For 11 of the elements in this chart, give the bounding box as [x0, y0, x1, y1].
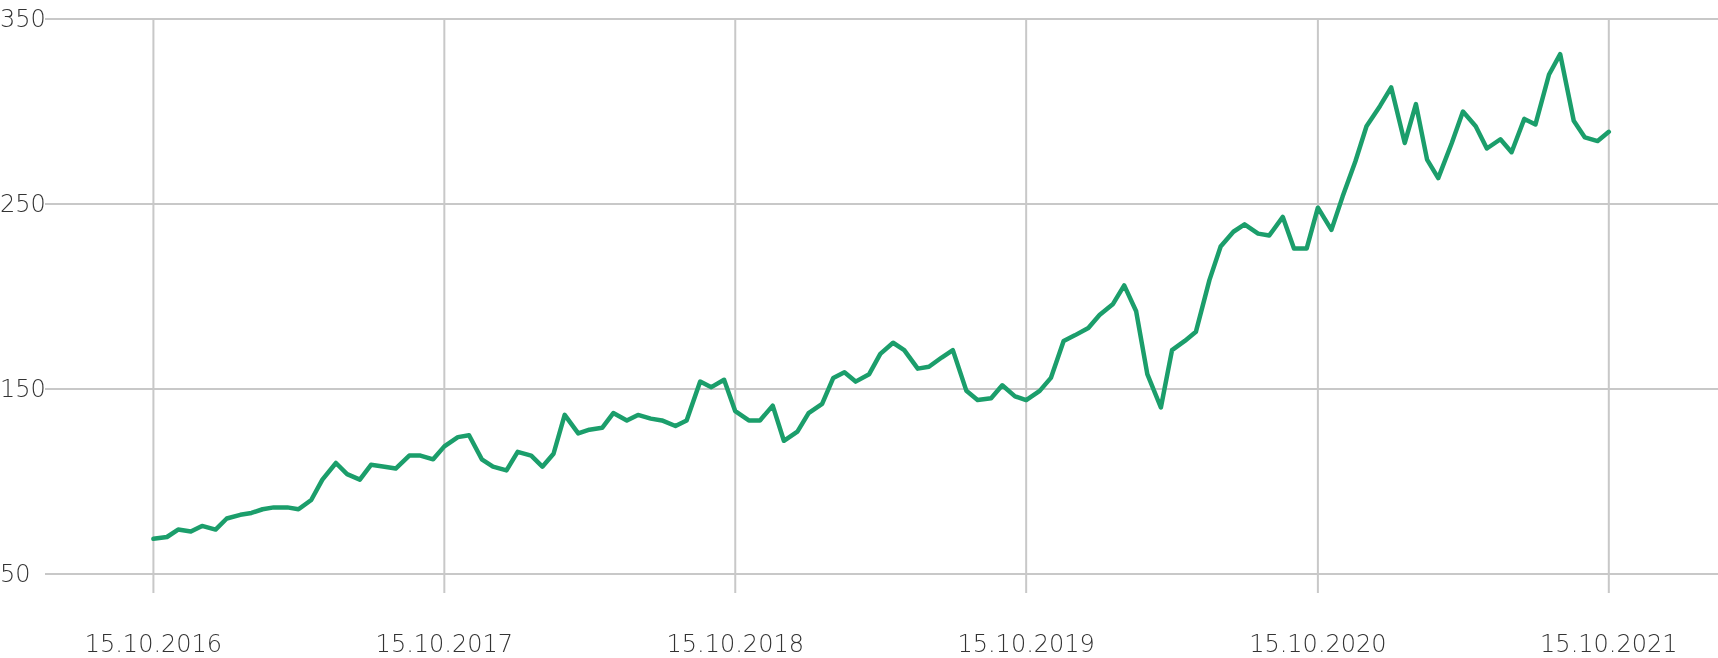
x-tick-label: 15.10.2019	[957, 630, 1095, 658]
x-tick-label: 15.10.2020	[1249, 630, 1387, 658]
y-tick-label: 150	[0, 375, 46, 404]
y-tick-label: 50	[0, 560, 31, 589]
line-series	[151, 51, 1612, 542]
x-tick-label: 15.10.2017	[375, 630, 514, 658]
y-tick-label: 350	[0, 5, 46, 34]
x-tick-label: 15.10.2021	[1540, 630, 1678, 658]
x-tick-label: 15.10.2016	[84, 630, 223, 658]
y-tick-label: 250	[0, 190, 46, 219]
x-tick-label: 15.10.2018	[666, 630, 804, 658]
